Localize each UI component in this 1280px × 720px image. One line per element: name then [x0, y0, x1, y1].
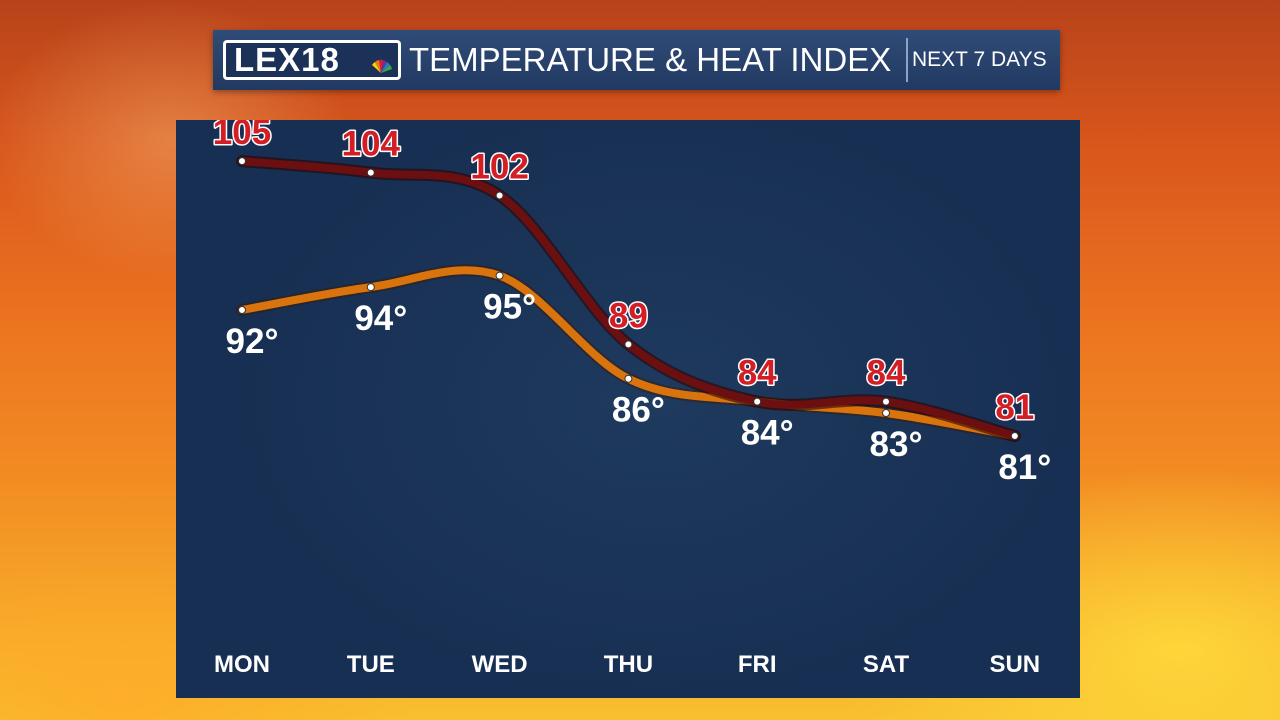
- station-logo: LEX18: [223, 40, 401, 80]
- day-label-thu: THU: [604, 651, 653, 678]
- temperature-point-thu: [624, 374, 633, 383]
- temperature-label-fri: 84°: [741, 414, 794, 453]
- heat-index-point-wed: [495, 191, 504, 200]
- heat-index-point-fri: [753, 397, 762, 406]
- chart-panel: 105 104 102 89 84 84 81 92° 94° 95° 86° 84° 83° 81° MO…: [176, 120, 1080, 698]
- chart-title: TEMPERATURE & HEAT INDEX: [409, 41, 892, 78]
- day-label-tue: TUE: [347, 651, 395, 678]
- temperature-label-tue: 94°: [354, 299, 407, 338]
- heat-index-label-sat: 84: [867, 354, 906, 393]
- logo-text: LEX18: [234, 41, 340, 78]
- temperature-label-wed: 95°: [483, 288, 536, 327]
- heat-index-label-tue: 104: [342, 125, 401, 164]
- day-label-mon: MON: [214, 651, 270, 678]
- temperature-label-sun: 81°: [998, 448, 1051, 487]
- heat-index-point-tue: [366, 168, 375, 177]
- temperature-label-thu: 86°: [612, 391, 665, 430]
- temperature-point-sat: [882, 409, 890, 418]
- temperature-point-mon: [238, 306, 246, 314]
- peacock-icon: [372, 59, 392, 73]
- temperature-point-wed: [495, 271, 504, 280]
- heat-index-label-mon: 105: [213, 120, 271, 152]
- forecast-chart: 105 104 102 89 84 84 81 92° 94° 95° 86° 84° 83° 81° MO…: [211, 120, 1051, 678]
- temperature-point-tue: [366, 283, 375, 292]
- heat-index-point-thu: [624, 340, 633, 349]
- heat-index-point-sat: [882, 397, 890, 406]
- day-label-wed: WED: [472, 651, 528, 678]
- day-label-sun: SUN: [989, 651, 1040, 678]
- temperature-label-sat: 83°: [870, 425, 923, 464]
- day-label-sat: SAT: [863, 651, 910, 678]
- header-bar: LEX18 TEMPERATURE & HEAT INDEX NEXT 7 DA…: [213, 30, 1060, 90]
- chart-subtitle: NEXT 7 DAYS: [912, 48, 1047, 71]
- heat-index-label-fri: 84: [738, 354, 777, 393]
- heat-index-label-wed: 102: [470, 148, 528, 187]
- heat-index-label-thu: 89: [609, 296, 648, 335]
- temperature-label-mon: 92°: [226, 322, 279, 361]
- day-label-fri: FRI: [738, 651, 777, 678]
- header-divider: [906, 38, 908, 82]
- heat-index-label-sun: 81: [995, 388, 1034, 427]
- heat-index-point-sun: [1010, 431, 1019, 440]
- heat-index-point-mon: [238, 157, 246, 166]
